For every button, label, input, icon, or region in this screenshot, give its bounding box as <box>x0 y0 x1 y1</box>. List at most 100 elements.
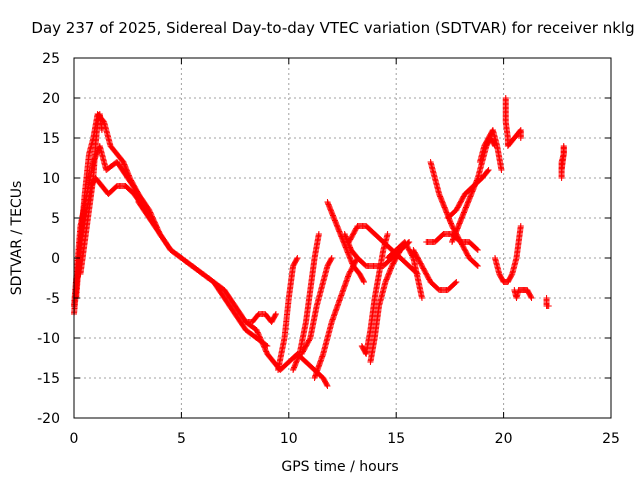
data-point <box>328 256 335 263</box>
y-tick-label: 10 <box>42 171 60 187</box>
data-point <box>543 301 550 308</box>
data-point <box>263 342 270 349</box>
data-point <box>513 256 520 263</box>
data-point <box>318 373 325 380</box>
data-point <box>438 232 445 239</box>
data-point <box>305 337 312 344</box>
data-point <box>409 253 416 260</box>
data-point <box>404 261 411 268</box>
data-point <box>472 261 479 268</box>
data-point <box>473 262 480 269</box>
y-tick-label: -20 <box>37 411 60 427</box>
data-point <box>293 257 300 264</box>
data-point <box>313 304 320 311</box>
data-point <box>468 184 475 191</box>
data-point <box>517 224 524 231</box>
x-tick-label: 20 <box>495 431 513 447</box>
data-point <box>254 329 261 336</box>
data-point <box>144 212 151 219</box>
data-point <box>306 336 313 343</box>
x-tick-label: 0 <box>70 431 79 447</box>
axis-ticks: 0 5 10 15 20 25 -20 -15 -10 -5 0 5 10 15 20 25 <box>37 51 620 447</box>
data-point <box>484 168 491 174</box>
data-point <box>155 228 162 235</box>
data-point <box>271 313 278 320</box>
data-point <box>391 248 398 255</box>
data-point <box>378 237 385 244</box>
data-point <box>460 193 467 200</box>
data-point <box>283 360 290 367</box>
data-point <box>230 300 237 307</box>
data-point <box>544 303 551 309</box>
data-point <box>328 320 335 327</box>
data-point <box>323 381 330 388</box>
data-point <box>473 246 480 253</box>
y-tick-label: -5 <box>46 291 60 307</box>
data-point <box>483 169 490 175</box>
data-point <box>327 257 334 264</box>
data-point <box>417 260 424 267</box>
data-point <box>293 256 300 263</box>
data-point <box>319 280 326 287</box>
data-point <box>510 264 517 271</box>
data-point <box>452 279 459 286</box>
y-tick-label: -10 <box>37 331 60 347</box>
y-tick-label: 5 <box>51 211 60 227</box>
data-point <box>219 292 226 299</box>
y-tick-label: 20 <box>42 91 60 107</box>
data-point <box>455 237 462 244</box>
data-point <box>296 352 303 359</box>
data-point <box>361 261 368 268</box>
data-point <box>517 133 524 140</box>
y-tick-label: -15 <box>37 371 60 387</box>
data-point <box>359 276 366 283</box>
data-point <box>197 269 204 276</box>
data-point <box>262 341 269 348</box>
data-point <box>498 165 505 172</box>
x-axis-label: GPS time / hours <box>281 459 398 475</box>
data-point <box>254 328 261 335</box>
data-point <box>426 276 433 283</box>
data-point <box>484 137 491 144</box>
data-point <box>255 330 262 337</box>
data-point <box>262 347 269 354</box>
data-point <box>399 240 406 247</box>
data-point <box>166 244 173 251</box>
data-point <box>186 261 193 268</box>
data-point <box>558 165 565 172</box>
data-point <box>230 308 237 315</box>
data-point <box>129 189 136 196</box>
data-point <box>386 245 393 252</box>
y-axis-label: SDTVAR / TECUs <box>9 181 25 296</box>
data-point <box>493 141 500 148</box>
data-point <box>251 325 258 332</box>
data-point <box>380 248 387 255</box>
data-point <box>507 273 514 280</box>
x-tick-label: 15 <box>387 431 405 447</box>
data-point <box>477 176 484 183</box>
data-point <box>112 184 119 191</box>
data-point <box>241 324 248 331</box>
data-point <box>431 173 438 180</box>
data-point <box>319 352 326 359</box>
x-tick-label: 10 <box>280 431 298 447</box>
data-point <box>515 288 522 295</box>
x-tick-label: 25 <box>602 431 620 447</box>
data-point <box>472 245 479 252</box>
data-point <box>323 380 330 387</box>
data-point <box>527 293 534 300</box>
data-point <box>369 229 376 236</box>
data-point <box>451 208 458 215</box>
data-point <box>118 157 125 163</box>
data-point <box>272 312 279 319</box>
data-point <box>409 252 416 259</box>
data-point <box>315 232 322 239</box>
data-point <box>176 253 183 260</box>
data-point <box>384 232 391 239</box>
data-point <box>527 292 534 299</box>
chart-title: Day 237 of 2025, Sidereal Day-to-day VTE… <box>31 19 634 37</box>
data-point <box>355 269 362 275</box>
data-point <box>301 357 308 364</box>
data-point <box>309 365 316 372</box>
